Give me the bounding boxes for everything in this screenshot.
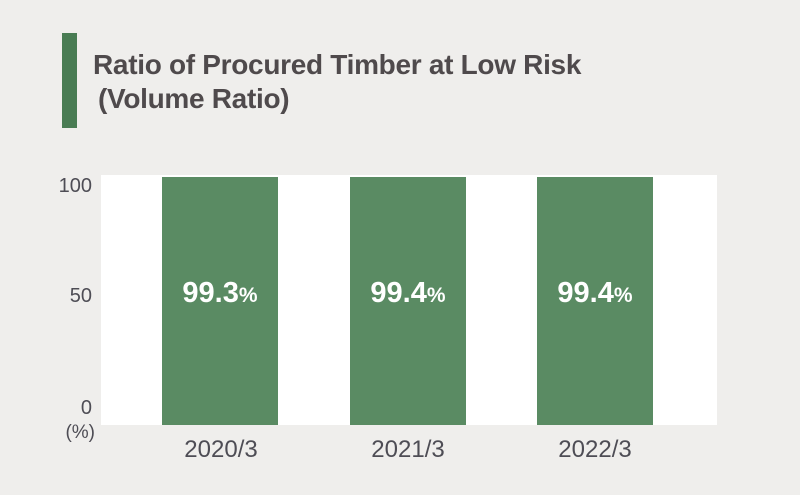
bar-2020-3: 99.3% xyxy=(162,176,278,425)
bar-value-number: 99.3 xyxy=(182,276,239,309)
plot-area: 99.3% 99.4% 99.4% xyxy=(101,175,717,425)
bar-value-unit: % xyxy=(613,283,633,307)
x-axis-label-2022-3: 2022/3 xyxy=(558,436,632,463)
title-accent-bar xyxy=(62,33,77,128)
chart-title-line1: Ratio of Procured Timber at Low Risk xyxy=(93,49,582,80)
bar-value-number: 99.4 xyxy=(557,276,614,309)
chart-title: Ratio of Procured Timber at Low Risk (Vo… xyxy=(93,48,581,116)
bar-value-label: 99.4% xyxy=(350,278,466,311)
bar-2022-3: 99.4% xyxy=(537,176,653,425)
x-axis-label-2021-3: 2021/3 xyxy=(371,436,445,463)
bar-value-unit: % xyxy=(238,283,258,307)
y-axis-unit-label: (%) xyxy=(65,422,95,443)
y-axis-tick-100: 100 xyxy=(58,175,92,197)
bar-value-label: 99.4% xyxy=(537,278,653,311)
bar-value-label: 99.3% xyxy=(162,278,278,311)
y-axis-tick-0: 0 xyxy=(80,397,92,419)
bar-value-unit: % xyxy=(426,283,446,307)
bar-value-number: 99.4 xyxy=(370,276,427,309)
bar-2021-3: 99.4% xyxy=(350,176,466,425)
y-axis-tick-50: 50 xyxy=(69,285,92,307)
chart-title-line2: (Volume Ratio) xyxy=(98,83,290,114)
x-axis-label-2020-3: 2020/3 xyxy=(184,436,258,463)
